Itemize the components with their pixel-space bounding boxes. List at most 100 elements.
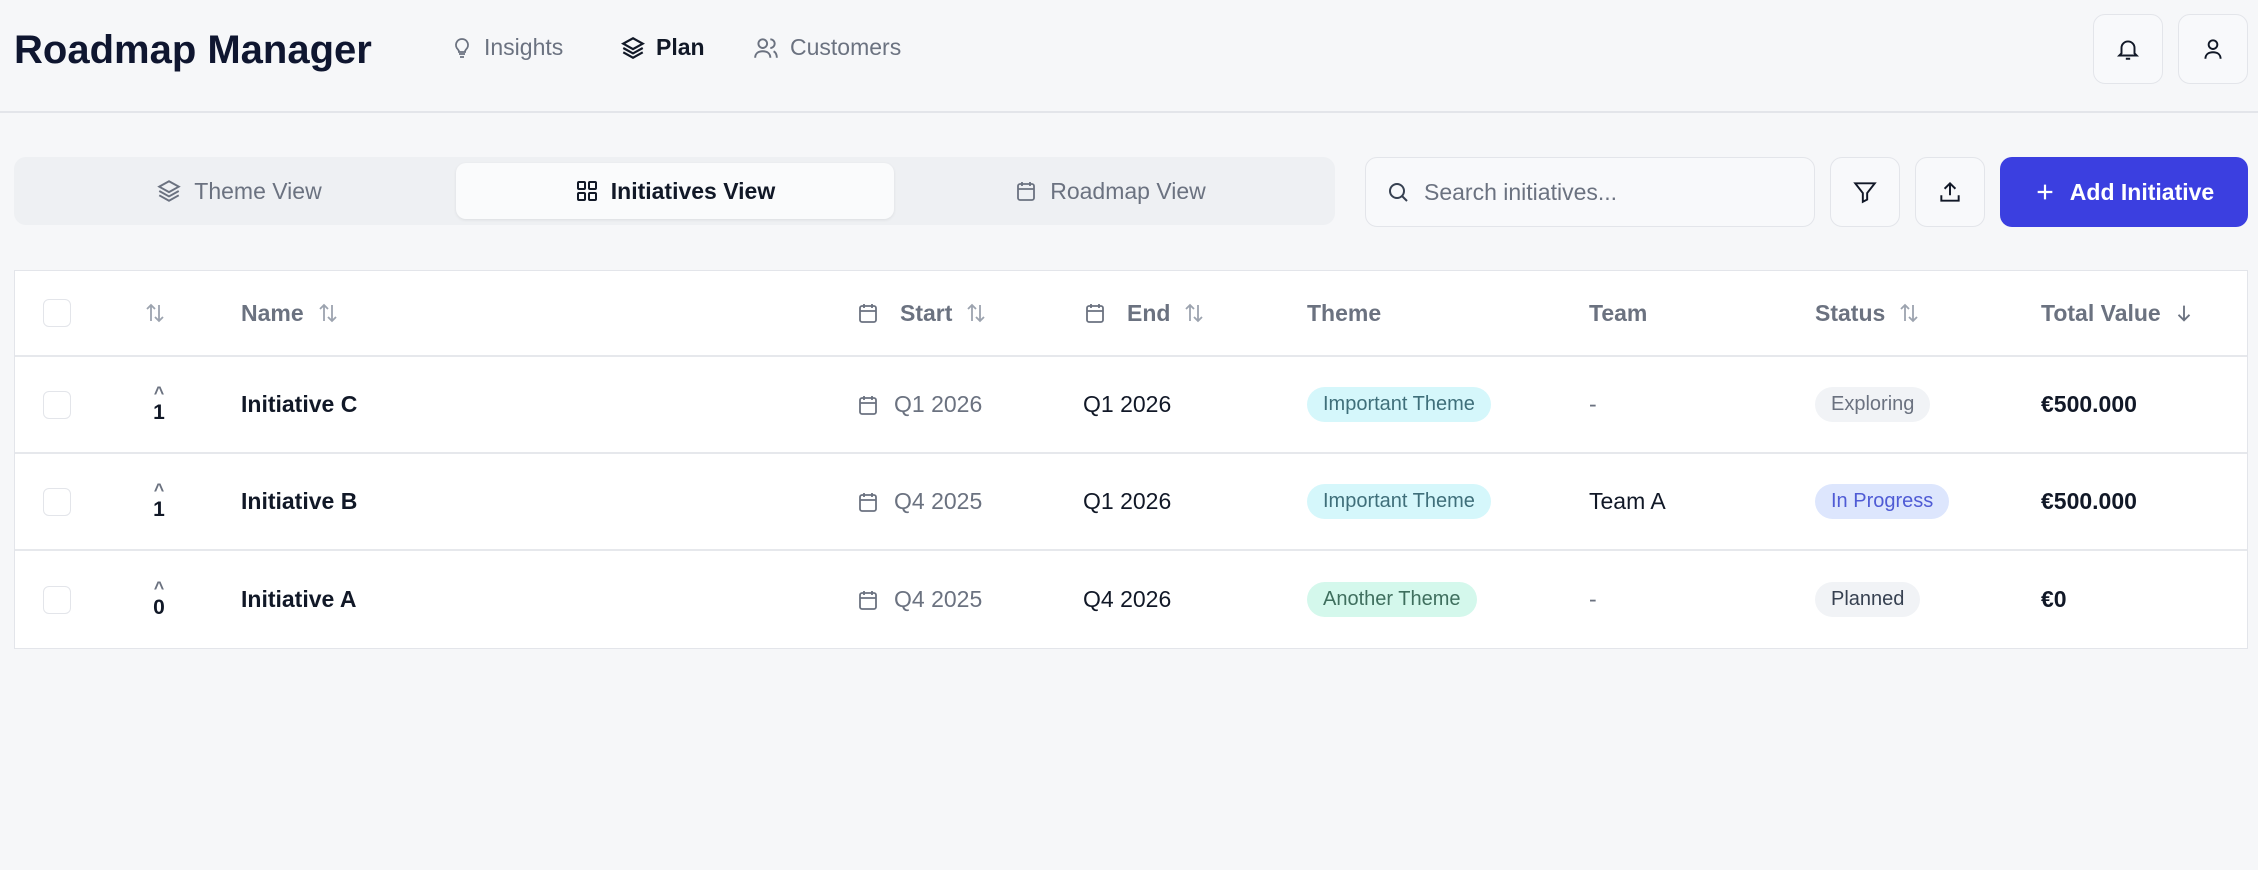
column-label: Total Value (2041, 299, 2161, 326)
row-checkbox[interactable] (43, 585, 71, 614)
sort-icon (1182, 301, 1206, 325)
notifications-button[interactable] (2093, 14, 2163, 84)
start-cell[interactable]: Q4 2025 (856, 551, 982, 648)
sort-icon (1897, 301, 1921, 325)
filter-button[interactable] (1830, 157, 1900, 227)
lightbulb-icon (450, 35, 474, 61)
theme-badge: Another Theme (1307, 582, 1477, 617)
nav-label: Customers (790, 34, 902, 60)
column-status[interactable]: Status (1815, 271, 1921, 355)
end-date: Q1 2026 (1083, 391, 1172, 417)
table-row[interactable]: ^ 1 Initiative C Q1 2026 Q1 2026 Importan… (15, 357, 2247, 454)
filter-icon (1852, 179, 1878, 205)
vote-control: ^ 0 (143, 551, 175, 648)
add-initiative-button[interactable]: Add Initiative (2000, 157, 2248, 227)
theme-badge: Important Theme (1307, 387, 1491, 422)
nav-insights[interactable]: Insights (450, 34, 563, 61)
start-date: Q1 2026 (894, 391, 983, 417)
column-label: Team (1589, 299, 1648, 326)
upvote-caret-icon[interactable]: ^ (153, 382, 165, 403)
profile-button[interactable] (2178, 14, 2248, 84)
column-label: Start (900, 299, 953, 326)
tab-initiatives-view[interactable]: Initiatives View (456, 163, 894, 219)
end-date: Q4 2026 (1083, 586, 1172, 612)
column-label: Theme (1307, 299, 1382, 326)
start-date: Q4 2025 (894, 586, 983, 612)
status-badge: Exploring (1815, 387, 1931, 422)
status-badge: Planned (1815, 582, 1921, 617)
column-label: End (1127, 299, 1171, 326)
start-cell[interactable]: Q4 2025 (856, 454, 982, 549)
total-value: €0 (2041, 586, 2067, 612)
select-all-checkbox[interactable] (43, 299, 71, 327)
calendar-icon (856, 489, 880, 515)
table-header: Name Start End Theme Team Status Total V… (15, 271, 2247, 357)
column-total-value[interactable]: Total Value (2041, 271, 2195, 355)
users-icon (752, 35, 780, 61)
export-button[interactable] (1915, 157, 1985, 227)
layers-icon (620, 35, 646, 61)
upvote-caret-icon[interactable]: ^ (153, 479, 165, 500)
initiative-name[interactable]: Initiative B (241, 488, 358, 514)
sort-votes-button[interactable] (143, 271, 167, 355)
calendar-icon (1083, 300, 1107, 326)
vote-count: 0 (153, 595, 165, 619)
status-badge: In Progress (1815, 484, 1950, 519)
tab-roadmap-view[interactable]: Roadmap View (891, 163, 1329, 219)
sort-icon (143, 301, 167, 325)
vote-count: 1 (153, 400, 165, 424)
upload-icon (1937, 179, 1963, 205)
column-team: Team (1589, 271, 1647, 355)
user-icon (2200, 36, 2226, 62)
vote-count: 1 (153, 497, 165, 521)
app-title: Roadmap Manager (14, 28, 372, 72)
vote-control: ^ 1 (143, 357, 175, 452)
initiative-name[interactable]: Initiative C (241, 391, 358, 417)
column-label: Status (1815, 299, 1886, 326)
top-header: Roadmap Manager Insights Plan Customers (0, 0, 2258, 113)
search-icon (1386, 180, 1410, 204)
search-input[interactable] (1424, 178, 1804, 206)
nav-label: Plan (656, 34, 705, 60)
table-row[interactable]: ^ 0 Initiative A Q4 2025 Q4 2026 Another … (15, 551, 2247, 648)
tab-label: Roadmap View (1050, 177, 1206, 204)
table-row[interactable]: ^ 1 Initiative B Q4 2025 Q1 2026 Importan… (15, 454, 2247, 551)
calendar-icon (856, 300, 880, 326)
team-cell: - (1589, 391, 1597, 417)
row-checkbox[interactable] (43, 487, 71, 516)
nav-label: Insights (484, 34, 564, 60)
plus-icon (2034, 181, 2056, 203)
tab-label: Initiatives View (610, 177, 776, 204)
nav-plan[interactable]: Plan (620, 34, 705, 61)
total-value: €500.000 (2041, 488, 2137, 514)
arrow-down-icon (2173, 302, 2195, 324)
add-label: Add Initiative (2069, 178, 2215, 205)
search-box (1365, 157, 1815, 227)
column-name[interactable]: Name (241, 271, 340, 355)
calendar-icon (856, 392, 880, 418)
sort-icon (316, 301, 340, 325)
nav-customers[interactable]: Customers (752, 34, 901, 61)
view-switcher: Theme View Initiatives View Roadmap View (14, 157, 1335, 225)
vote-control: ^ 1 (143, 454, 175, 549)
tab-theme-view[interactable]: Theme View (20, 163, 458, 219)
column-label: Name (241, 299, 304, 326)
team-cell: - (1589, 586, 1597, 612)
column-end[interactable]: End (1083, 271, 1206, 355)
initiatives-table: Name Start End Theme Team Status Total V… (14, 270, 2248, 649)
column-start[interactable]: Start (856, 271, 988, 355)
grid-icon (575, 179, 599, 203)
initiative-name[interactable]: Initiative A (241, 586, 357, 612)
theme-badge: Important Theme (1307, 484, 1491, 519)
calendar-icon (1014, 178, 1038, 204)
start-cell[interactable]: Q1 2026 (856, 357, 982, 452)
layers-icon (156, 178, 182, 204)
team-cell: Team A (1589, 488, 1666, 514)
row-checkbox[interactable] (43, 390, 71, 419)
total-value: €500.000 (2041, 391, 2137, 417)
bell-icon (2115, 36, 2141, 62)
end-date: Q1 2026 (1083, 488, 1172, 514)
sort-icon (964, 301, 988, 325)
upvote-caret-icon[interactable]: ^ (153, 577, 165, 598)
tab-label: Theme View (194, 177, 322, 204)
